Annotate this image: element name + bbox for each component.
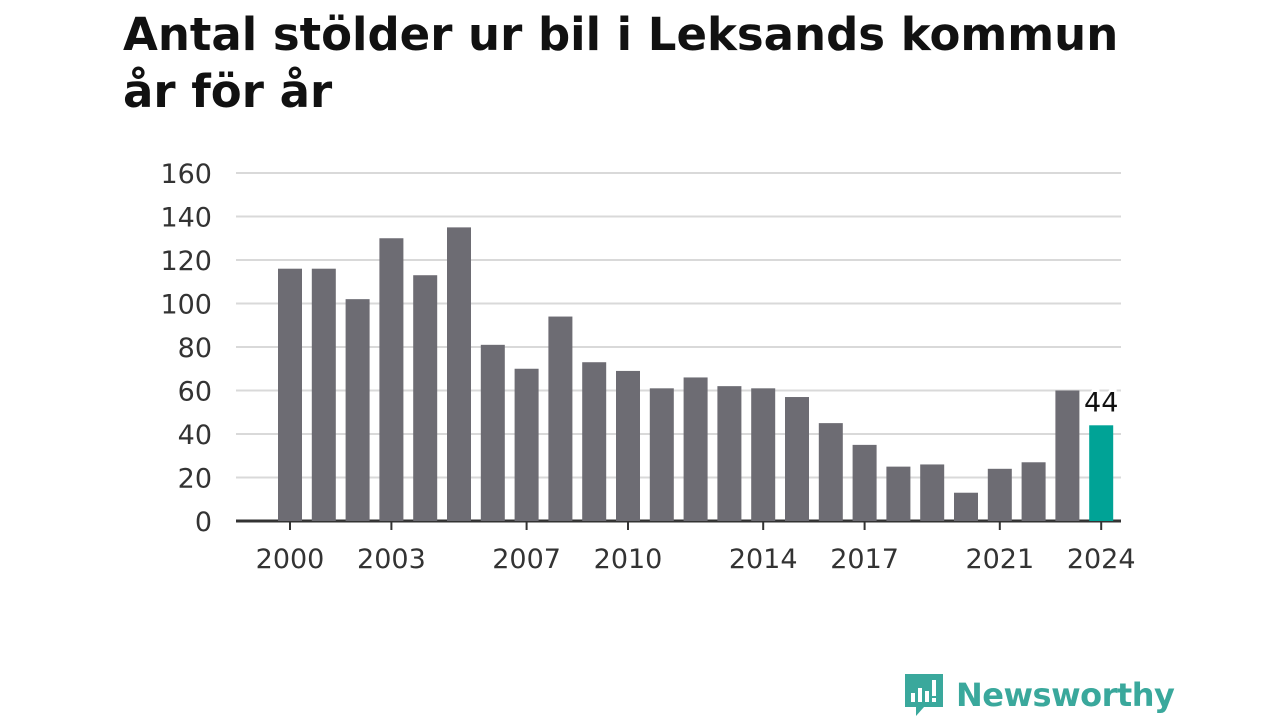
y-tick-label: 120 [160,246,212,277]
bar-2013 [717,386,742,521]
bar-2022 [1021,462,1046,521]
newsworthy-logo-icon [905,674,943,716]
x-tick-label: 2014 [729,544,798,575]
x-tick-label: 2000 [256,544,325,575]
bar-2024 [1089,425,1114,521]
bar-2011 [649,388,674,521]
bar-2010 [616,370,640,521]
bars [278,227,1114,521]
annotations: 44 [1082,385,1121,421]
brand-logo[interactable]: Newsworthy [902,671,1175,719]
chart-title: Antal stölder ur bil i Leksands kommun å… [123,8,1119,118]
bar-2014 [751,388,776,521]
y-tick-label: 40 [178,420,212,451]
y-tick-label: 80 [178,333,212,364]
x-axis-labels: 2000 2003 2007 2010 2014 2017 2021 2024 [256,521,1136,575]
bar-2021 [987,468,1012,521]
bar-2006 [480,344,505,521]
bar-2008 [548,316,573,521]
bar-2018 [886,466,911,521]
y-axis-labels: 0 20 40 60 80 100 120 140 160 [160,159,212,538]
bar-2001 [311,268,336,521]
bar-2015 [785,397,809,521]
x-tick-label: 2003 [357,544,426,575]
bar-2007 [514,368,539,521]
bar-2017 [852,444,877,521]
y-tick-label: 0 [195,507,212,538]
bar-2002 [345,299,370,521]
bar-2004 [413,275,438,521]
bar-2000 [278,268,302,521]
bar-2012 [683,377,708,521]
bar-2005 [447,227,471,521]
y-tick-label: 20 [178,464,212,495]
x-tick-label: 2010 [594,544,663,575]
x-tick-label: 2017 [830,544,899,575]
bar-2009 [582,362,607,521]
brand-name: Newsworthy [956,676,1175,714]
bar-2019 [920,464,945,521]
bar-2016 [818,423,843,521]
x-tick-label: 2021 [965,544,1034,575]
y-tick-label: 160 [160,159,212,190]
y-tick-label: 140 [160,203,212,234]
x-tick-label: 2007 [492,544,561,575]
bar-2003 [379,238,404,521]
x-tick-label: 2024 [1067,544,1136,575]
bar-2023 [1055,390,1080,521]
highlight-value-label: 44 [1084,387,1118,418]
y-tick-label: 100 [160,290,212,321]
bar-2020 [954,492,978,521]
y-tick-label: 60 [178,377,212,408]
